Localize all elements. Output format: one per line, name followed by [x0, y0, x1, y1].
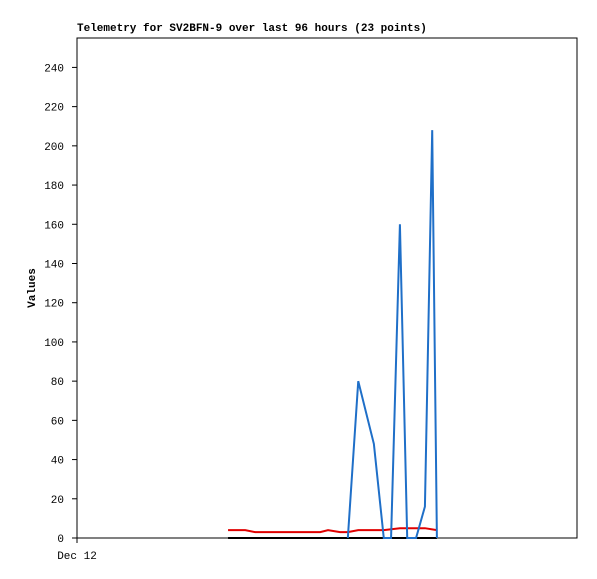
y-tick-label: 220 [44, 103, 64, 115]
y-tick-label: 160 [44, 220, 64, 232]
y-tick-label: 200 [44, 142, 64, 154]
x-tick-label: Dec 12 [57, 551, 97, 563]
y-tick-label: 40 [51, 456, 64, 468]
y-tick-label: 240 [44, 63, 64, 75]
y-axis-label: Values [27, 268, 39, 308]
plot-frame [76, 37, 578, 539]
series-line [228, 527, 438, 534]
y-tick-label: 60 [51, 416, 64, 428]
y-tick-label: 20 [51, 495, 64, 507]
chart-title: Telemetry for SV2BFN-9 over last 96 hour… [77, 23, 427, 35]
y-tick-label: 180 [44, 181, 64, 193]
series-line [346, 130, 438, 539]
y-tick-label: 80 [51, 377, 64, 389]
y-tick-label: 0 [57, 534, 64, 546]
y-tick-label: 140 [44, 259, 64, 271]
y-tick-label: 120 [44, 299, 64, 311]
y-tick-label: 100 [44, 338, 64, 350]
